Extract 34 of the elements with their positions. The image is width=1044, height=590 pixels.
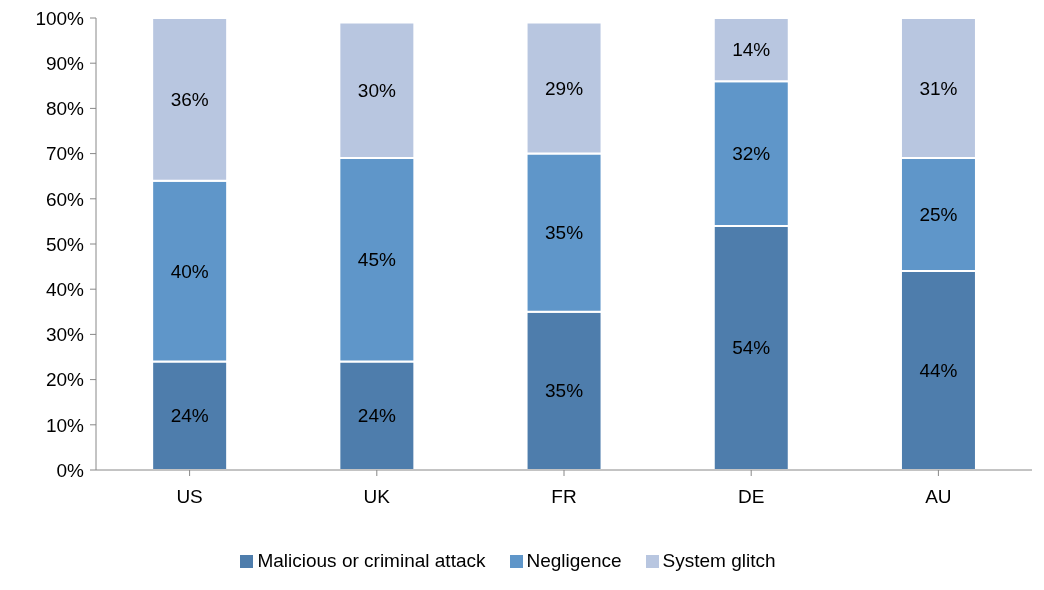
x-tick-label: AU (925, 486, 952, 508)
data-label: 45% (357, 249, 396, 271)
data-label: 29% (545, 77, 584, 99)
x-tick-label: US (176, 486, 203, 508)
data-label: 35% (545, 222, 584, 244)
y-tick-label: 60% (45, 188, 85, 210)
data-label: 14% (732, 39, 771, 61)
data-label: 44% (919, 360, 958, 382)
x-tick-label: DE (738, 486, 765, 508)
data-label: 54% (732, 337, 771, 359)
y-tick-label: 0% (56, 459, 85, 481)
x-tick-label: UK (363, 486, 391, 508)
legend-label: Malicious or criminal attack (257, 550, 486, 571)
data-label: 30% (357, 79, 396, 101)
data-label: 36% (170, 88, 209, 110)
x-tick-label: FR (551, 486, 577, 508)
data-label: 40% (170, 260, 209, 282)
data-label: 35% (545, 380, 584, 402)
y-tick-label: 30% (45, 324, 85, 346)
y-tick-label: 90% (45, 52, 85, 74)
y-tick-label: 10% (45, 414, 85, 436)
y-tick-label: 20% (45, 369, 85, 391)
data-label: 32% (732, 143, 771, 165)
y-tick-label: 50% (45, 233, 85, 255)
data-label: 24% (170, 405, 209, 427)
legend-label: Negligence (526, 550, 622, 571)
y-tick-label: 40% (45, 278, 85, 300)
data-label: 25% (919, 204, 958, 226)
y-tick-label: 80% (45, 98, 85, 120)
y-tick-label: 70% (45, 143, 85, 165)
y-tick-label: 100% (35, 7, 85, 29)
data-label: 24% (357, 405, 396, 427)
legend-label: System glitch (662, 550, 776, 571)
data-label: 31% (919, 77, 958, 99)
